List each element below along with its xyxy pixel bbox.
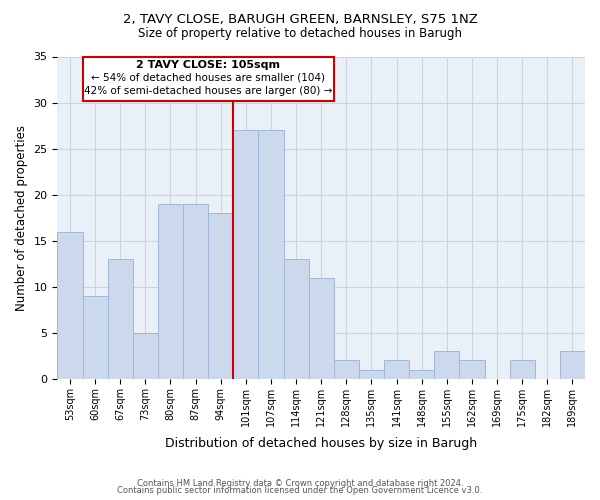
Bar <box>308 278 334 379</box>
Bar <box>334 360 359 379</box>
Bar <box>107 259 133 379</box>
Text: 42% of semi-detached houses are larger (80) →: 42% of semi-detached houses are larger (… <box>84 86 332 96</box>
Bar <box>460 360 485 379</box>
Bar <box>384 360 409 379</box>
Text: 2 TAVY CLOSE: 105sqm: 2 TAVY CLOSE: 105sqm <box>136 60 280 70</box>
Y-axis label: Number of detached properties: Number of detached properties <box>15 124 28 310</box>
Bar <box>284 259 308 379</box>
Bar <box>434 351 460 379</box>
X-axis label: Distribution of detached houses by size in Barugh: Distribution of detached houses by size … <box>165 437 477 450</box>
Bar <box>58 232 83 379</box>
Text: Contains HM Land Registry data © Crown copyright and database right 2024.: Contains HM Land Registry data © Crown c… <box>137 478 463 488</box>
Bar <box>133 333 158 379</box>
Text: Size of property relative to detached houses in Barugh: Size of property relative to detached ho… <box>138 28 462 40</box>
Bar <box>208 213 233 379</box>
Bar <box>158 204 183 379</box>
FancyBboxPatch shape <box>83 56 334 100</box>
Bar <box>509 360 535 379</box>
Bar <box>560 351 585 379</box>
Bar <box>83 296 107 379</box>
Text: 2, TAVY CLOSE, BARUGH GREEN, BARNSLEY, S75 1NZ: 2, TAVY CLOSE, BARUGH GREEN, BARNSLEY, S… <box>122 12 478 26</box>
Bar <box>259 130 284 379</box>
Text: ← 54% of detached houses are smaller (104): ← 54% of detached houses are smaller (10… <box>91 72 325 83</box>
Bar <box>359 370 384 379</box>
Bar <box>233 130 259 379</box>
Text: Contains public sector information licensed under the Open Government Licence v3: Contains public sector information licen… <box>118 486 482 495</box>
Bar <box>183 204 208 379</box>
Bar <box>409 370 434 379</box>
